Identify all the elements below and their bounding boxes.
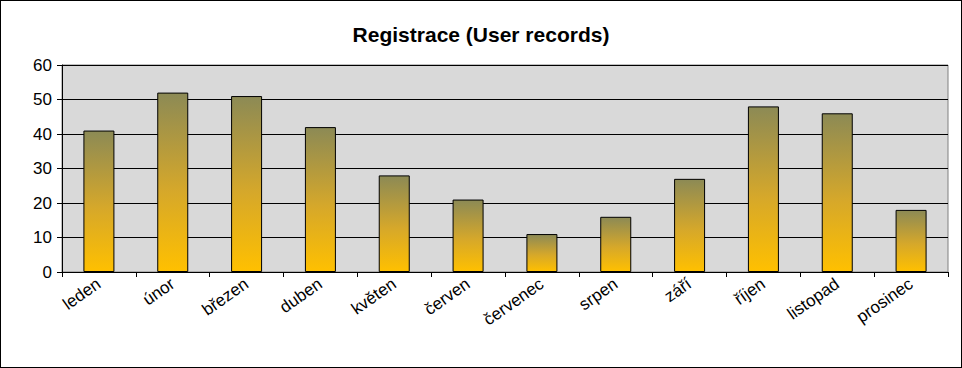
svg-text:březen: březen <box>199 274 252 319</box>
svg-text:prosinec: prosinec <box>853 274 917 327</box>
svg-text:Registrace (User records): Registrace (User records) <box>353 23 610 46</box>
svg-text:30: 30 <box>33 159 52 178</box>
svg-text:duben: duben <box>276 274 326 317</box>
svg-text:20: 20 <box>33 194 52 213</box>
svg-text:0: 0 <box>43 263 52 282</box>
svg-text:červenec: červenec <box>480 274 548 329</box>
svg-text:únor: únor <box>139 274 178 309</box>
svg-text:40: 40 <box>33 125 52 144</box>
svg-text:květen: květen <box>348 274 400 318</box>
svg-text:60: 60 <box>33 56 52 75</box>
svg-text:50: 50 <box>33 90 52 109</box>
svg-text:říjen: říjen <box>731 274 769 309</box>
svg-text:leden: leden <box>59 274 104 313</box>
svg-text:srpen: srpen <box>575 274 621 314</box>
svg-text:10: 10 <box>33 228 52 247</box>
svg-text:listopad: listopad <box>784 274 843 323</box>
svg-text:červen: červen <box>421 274 474 319</box>
svg-text:září: září <box>661 274 695 306</box>
